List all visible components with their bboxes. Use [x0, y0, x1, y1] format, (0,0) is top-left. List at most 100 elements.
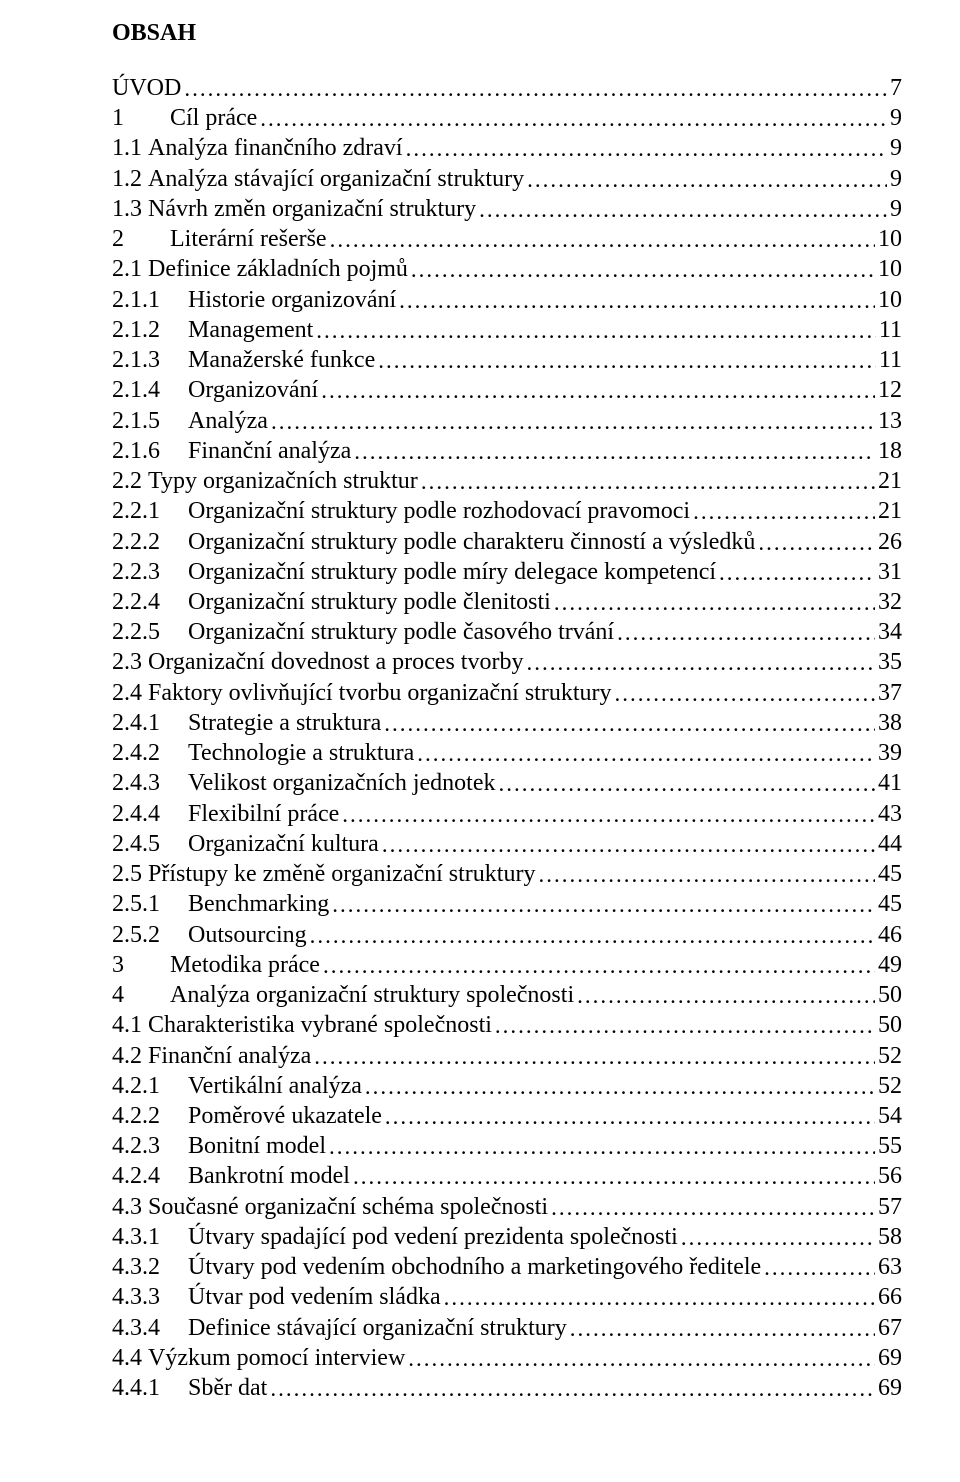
toc-entry-page: 56 — [875, 1161, 902, 1191]
toc-entry: 4.2 Finanční analýza52 — [112, 1041, 902, 1071]
toc-entry-page: 44 — [875, 829, 902, 859]
toc-entry-number: 2.1 — [112, 254, 148, 284]
toc-entry: 2.4.3Velikost organizačních jednotek41 — [112, 768, 902, 798]
toc-entry-page: 35 — [875, 647, 902, 677]
toc-entry-page: 52 — [875, 1041, 902, 1071]
toc-entry-title: Outsourcing — [188, 920, 310, 950]
toc-entry: 4.2.1Vertikální analýza52 — [112, 1071, 902, 1101]
toc-entry-number: 2.1.1 — [112, 285, 188, 315]
toc-entry-title: Útvary spadající pod vedení prezidenta s… — [188, 1222, 681, 1252]
toc-entry: 3Metodika práce49 — [112, 950, 902, 980]
toc-entry: 2.1.4Organizování12 — [112, 375, 902, 405]
toc-leader-dots — [417, 740, 875, 769]
toc-entry-number: 2.1.4 — [112, 375, 188, 405]
toc-leader-dots — [693, 498, 875, 527]
toc-entry-number: 2.4.3 — [112, 768, 188, 798]
toc-entry: 2Literární rešerše10 — [112, 224, 902, 254]
toc-leader-dots — [614, 680, 875, 709]
toc-entry-page: 13 — [875, 406, 902, 436]
toc-entry: 1.3 Návrh změn organizační struktury9 — [112, 194, 902, 224]
toc-leader-dots — [498, 770, 875, 799]
toc-entry-number: 2.4.4 — [112, 799, 188, 829]
toc-entry-page: 18 — [875, 436, 902, 466]
toc-entry-page: 69 — [875, 1373, 902, 1403]
toc-entry: 2.1.6Finanční analýza18 — [112, 436, 902, 466]
toc-entry-number: 4.4.1 — [112, 1373, 188, 1403]
toc-entry-number: 2.5.1 — [112, 889, 188, 919]
toc-entry-page: 50 — [875, 1010, 902, 1040]
toc-entry: ÚVOD7 — [112, 73, 902, 103]
toc-entry-page: 9 — [887, 103, 902, 133]
toc-entry-number: 4.4 — [112, 1343, 148, 1373]
toc-entry-title: Přístupy ke změně organizační struktury — [148, 859, 538, 889]
toc-entry-title: Organizační struktury podle členitosti — [188, 587, 554, 617]
toc-entry-title: Poměrové ukazatele — [188, 1101, 385, 1131]
toc-entry-number: 2.5.2 — [112, 920, 188, 950]
toc-entry-title: Útvary pod vedením obchodního a marketin… — [188, 1252, 764, 1282]
toc-entry-number: 2.1.2 — [112, 315, 188, 345]
toc-entry: 2.2.5Organizační struktury podle časovéh… — [112, 617, 902, 647]
toc-entry-page: 63 — [875, 1252, 902, 1282]
toc-entry-title: Analýza organizační struktury společnost… — [170, 980, 577, 1010]
toc-entry-title: Management — [188, 315, 316, 345]
toc-entry: 2.5 Přístupy ke změně organizační strukt… — [112, 859, 902, 889]
toc-entry-number: 1.1 — [112, 133, 148, 163]
toc-leader-dots — [527, 166, 887, 195]
toc-entry: 2.4.1Strategie a struktura38 — [112, 708, 902, 738]
toc-entry: 2.4.4Flexibilní práce43 — [112, 799, 902, 829]
toc-entry-title: Metodika práce — [170, 950, 323, 980]
toc-entry-title: Manažerské funkce — [188, 345, 378, 375]
toc-leader-dots — [495, 1012, 875, 1041]
toc-entry-page: 46 — [875, 920, 902, 950]
toc-entry-number: 4.3.2 — [112, 1252, 188, 1282]
toc-leader-dots — [538, 861, 875, 890]
toc-entry: 1.2 Analýza stávající organizační strukt… — [112, 164, 902, 194]
toc-leader-dots — [260, 105, 887, 134]
toc-entry: 2.1.3Manažerské funkce11 — [112, 345, 902, 375]
toc-entry-page: 12 — [875, 375, 902, 405]
toc-entry-number: 2.2.3 — [112, 557, 188, 587]
toc-leader-dots — [617, 619, 875, 648]
toc-entry-title: Typy organizačních struktur — [148, 466, 421, 496]
toc-entry-page: 57 — [875, 1192, 902, 1222]
toc-entry-number: 4.3 — [112, 1192, 148, 1222]
toc-entry: 4.3.4Definice stávající organizační stru… — [112, 1313, 902, 1343]
toc-leader-dots — [681, 1224, 875, 1253]
toc-entry-page: 9 — [887, 164, 902, 194]
toc-leader-dots — [184, 75, 887, 104]
toc-leader-dots — [342, 801, 875, 830]
toc-entry-number: 2.2 — [112, 466, 148, 496]
toc-leader-dots — [329, 1133, 875, 1162]
toc-entry-title: Návrh změn organizační struktury — [148, 194, 479, 224]
toc-entry: 2.2 Typy organizačních struktur21 — [112, 466, 902, 496]
toc-leader-dots — [411, 256, 875, 285]
toc-entry-number: 4.2 — [112, 1041, 148, 1071]
toc-entry-page: 66 — [875, 1282, 902, 1312]
toc-entry-title: Organizační kultura — [188, 829, 382, 859]
toc-entry-title: Sběr dat — [188, 1373, 270, 1403]
toc-entry-page: 41 — [875, 768, 902, 798]
toc-entry: 4.4 Výzkum pomocí interview69 — [112, 1343, 902, 1373]
toc-entry: 4.2.2Poměrové ukazatele54 — [112, 1101, 902, 1131]
toc-leader-dots — [378, 347, 876, 376]
toc-entry: 2.5.1Benchmarking45 — [112, 889, 902, 919]
toc-entry-page: 39 — [875, 738, 902, 768]
toc-entry: 4.2.4Bankrotní model56 — [112, 1161, 902, 1191]
toc-leader-dots — [526, 649, 875, 678]
toc-leader-dots — [323, 952, 875, 981]
toc-entry-title: Analýza finančního zdraví — [148, 133, 406, 163]
toc-entry-number: 1.2 — [112, 164, 148, 194]
toc-entry-title: Literární rešerše — [170, 224, 330, 254]
toc-leader-dots — [406, 135, 887, 164]
toc-leader-dots — [365, 1073, 875, 1102]
toc-leader-dots — [385, 1103, 875, 1132]
toc-leader-dots — [316, 317, 876, 346]
toc-leader-dots — [554, 589, 875, 618]
toc-leader-dots — [332, 891, 875, 920]
toc-leader-dots — [310, 922, 875, 951]
toc-entry-number: 2 — [112, 224, 170, 254]
toc-entry-page: 31 — [875, 557, 902, 587]
toc-entry-page: 11 — [876, 315, 902, 345]
toc-entry-title: Bonitní model — [188, 1131, 329, 1161]
toc-leader-dots — [270, 1375, 875, 1404]
